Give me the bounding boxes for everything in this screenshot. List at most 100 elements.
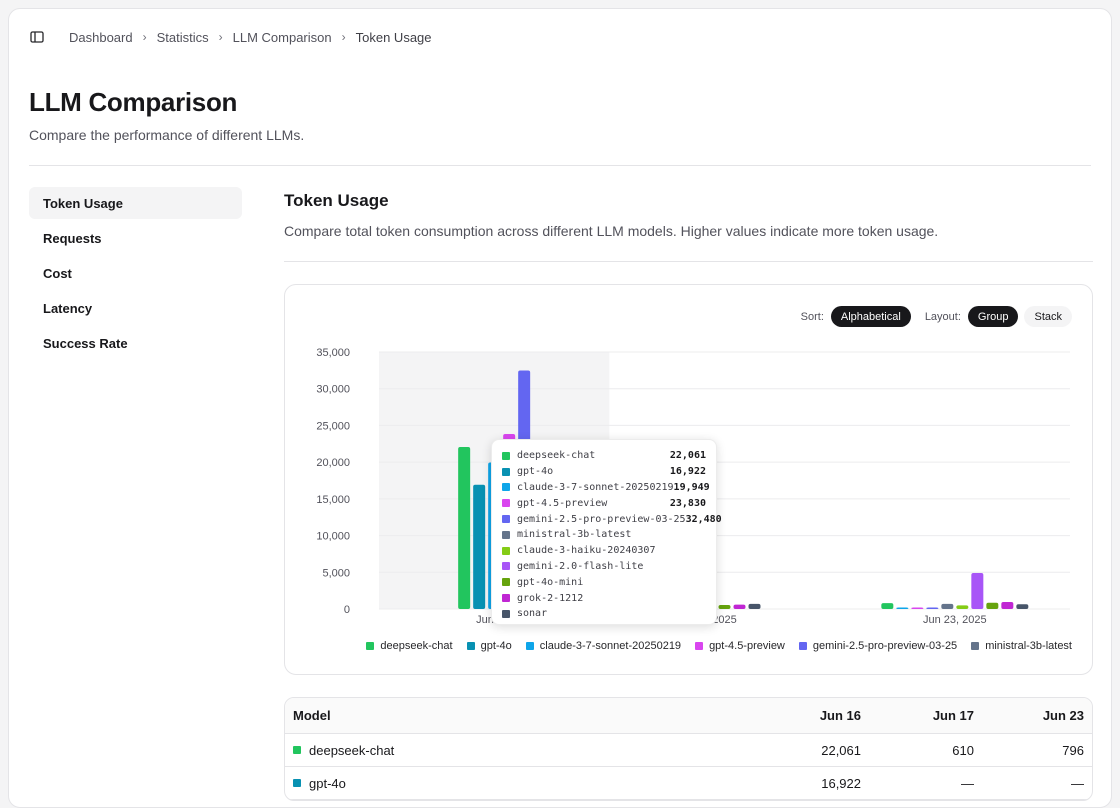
tooltip-value: 16,922 [669,466,706,478]
tooltip-swatch [502,578,510,587]
chart-legend: deepseek-chat gpt-4o claude-3-7-sonnet-202… [285,640,1072,652]
legend-label: gpt-4.5-preview [709,640,785,652]
legend-label: ministral-3b-latest [985,640,1072,652]
tooltip-swatch [502,451,510,460]
bar-claude-3-7-sonnet-20250219 [896,607,909,609]
tooltip-series-name: gpt-4o-mini [517,576,584,588]
tooltip-swatch [502,467,510,476]
section-title: Token Usage [284,191,389,210]
bar-claude-3-haiku-20240307 [956,605,969,609]
table-row[interactable]: deepseek-chat 22,061 610 796 [285,734,1092,767]
chevron-right-icon: › [142,30,147,44]
tooltip-row: claude-3-haiku-20240307 [502,543,706,559]
breadcrumb-dashboard[interactable]: Dashboard [69,29,133,45]
legend-item-gpt-4o[interactable]: gpt-4o [466,640,512,652]
tooltip-swatch [502,594,510,603]
tooltip-series-name: gemini-2.0-flash-lite [517,560,644,572]
tooltip-row: claude-3-7-sonnet-20250219 19,949 [502,480,710,496]
bar-gemini-2.5-pro-preview-03-25 [926,607,939,609]
tooltip-value: 19,949 [673,481,710,493]
bar-gpt-4o [473,484,486,609]
bar-gpt-4.5-preview [911,607,924,609]
bar-gpt-4o-mini [718,604,731,609]
table-cell-model: gpt-4o [285,776,748,791]
y-tick-label: 20,000 [316,457,350,469]
app-window: Dashboard › Statistics › LLM Comparison … [8,8,1112,808]
tooltip-series-name: ministral-3b-latest [517,529,632,541]
layout-label: Layout: [924,310,961,323]
tooltip-series-name: sonar [517,608,548,620]
bar-sonar [1016,604,1029,609]
breadcrumb-statistics[interactable]: Statistics [156,29,209,45]
main-content: Token Usage Compare total token consumpt… [284,187,1093,801]
tooltip-row: gpt-4.5-preview 23,830 [502,495,706,511]
legend-label: claude-3-7-sonnet-20250219 [539,640,682,652]
y-tick-label: 5,000 [322,567,350,579]
y-tick-label: 30,000 [316,384,350,396]
legend-item-deepseek-chat[interactable]: deepseek-chat [366,640,453,652]
legend-swatch [971,642,980,650]
bar-deepseek-chat [881,603,894,609]
tooltip-row: gemini-2.5-pro-preview-03-25 32,480 [502,511,722,527]
page-title: LLM Comparison [29,87,238,117]
table-cell-jun23: 796 [1062,742,1084,758]
tooltip-swatch [502,483,510,492]
tooltip-value: 22,061 [669,450,706,462]
header-divider [29,165,1091,166]
series-color-swatch [293,779,301,787]
table-header-jun16[interactable]: Jun 16 [819,708,861,723]
legend-item-claude-3-7-sonnet-20250219[interactable]: claude-3-7-sonnet-20250219 [525,640,682,652]
table-cell-jun23: — [1071,775,1084,791]
table-header-jun17[interactable]: Jun 17 [932,708,974,723]
bar-ministral-3b-latest [941,603,954,609]
section-description: Compare total token consumption across d… [284,223,939,239]
bar-grok-2-1212 [1001,602,1014,609]
tooltip-swatch [502,609,510,618]
table-cell-jun16: 22,061 [821,742,861,758]
chart-card: Sort: Alphabetical Layout: Group Stack 0… [284,284,1093,675]
layout-group-button[interactable]: Group [967,306,1019,327]
legend-swatch [525,642,534,650]
tooltip-row: deepseek-chat 22,061 [502,448,706,464]
table-cell-jun16: 16,922 [821,775,861,791]
legend-item-ministral-3b-latest[interactable]: ministral-3b-latest [971,640,1072,652]
tooltip-row: grok-2-1212 [502,590,706,606]
y-tick-label: 35,000 [316,347,350,359]
x-tick-label: 2025 [712,614,736,626]
tooltip-row: sonar [502,606,706,622]
x-tick-label: Jun 23, 2025 [923,614,987,626]
tooltip-swatch [502,499,510,508]
chevron-right-icon: › [218,30,223,44]
bar-gemini-2.0-flash-lite [971,573,984,609]
nav-item-latency[interactable]: Latency [43,300,93,316]
sort-alphabetical-button[interactable]: Alphabetical [830,306,911,327]
layout-stack-button[interactable]: Stack [1024,306,1072,327]
table-row[interactable]: gpt-4o 16,922 — — [285,767,1092,800]
nav-item-success-rate[interactable]: Success Rate [43,335,128,351]
legend-item-gemini-2.5-pro-preview-03-25[interactable]: gemini-2.5-pro-preview-03-25 [798,640,958,652]
table-header-model[interactable]: Model [293,708,331,723]
sidebar-toggle-icon[interactable] [29,29,45,45]
legend-label: gemini-2.5-pro-preview-03-25 [812,640,958,652]
tooltip-series-name: gemini-2.5-pro-preview-03-25 [517,513,686,525]
table-cell-jun17: — [961,775,974,791]
tooltip-swatch [502,515,510,524]
page-subtitle: Compare the performance of different LLM… [29,127,305,143]
chevron-right-icon: › [341,30,346,44]
legend-swatch [366,642,375,650]
table-cell-model: deepseek-chat [285,743,748,758]
nav-item-requests[interactable]: Requests [43,230,102,246]
bar-grok-2-1212 [733,604,746,609]
breadcrumb-token-usage: Token Usage [355,29,432,45]
tooltip-series-name: claude-3-7-sonnet-20250219 [517,481,674,493]
nav-item-token-usage[interactable]: Token Usage [29,187,242,219]
legend-swatch [466,642,475,650]
tooltip-series-name: grok-2-1212 [517,592,584,604]
tooltip-series-name: deepseek-chat [517,450,596,462]
nav-item-cost[interactable]: Cost [43,265,72,281]
table-header-jun23[interactable]: Jun 23 [1042,708,1084,723]
legend-item-gpt-4.5-preview[interactable]: gpt-4.5-preview [695,640,785,652]
breadcrumb-llm-comparison[interactable]: LLM Comparison [232,29,332,45]
tooltip-value: 23,830 [669,497,706,509]
series-color-swatch [293,746,301,754]
